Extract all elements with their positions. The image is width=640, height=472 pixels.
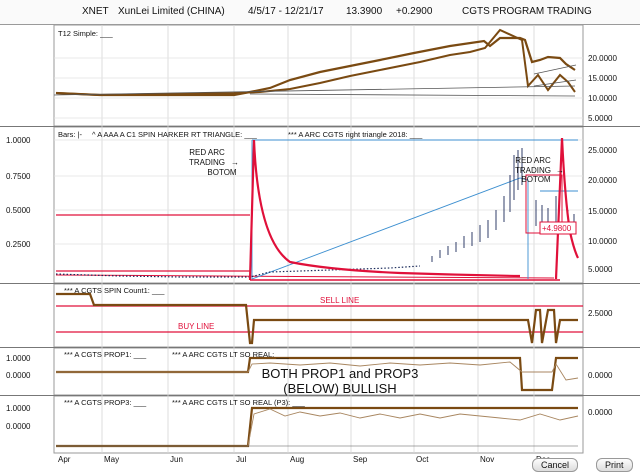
p2-left-tick: 1.0000: [6, 136, 31, 145]
symbol: XNET: [82, 6, 109, 17]
p5-label-a: *** A CGTS PROP3: ___: [64, 398, 147, 407]
p4-label-b: *** A ARC CGTS LT SO REAL: ___: [172, 350, 290, 359]
p1-right-tick: 10.0000: [588, 94, 617, 103]
p1-label: T12 Simple: ___: [58, 29, 113, 38]
p1-right-tick: 20.0000: [588, 54, 617, 63]
chart-header: XNET XunLei Limited (CHINA) 4/5/17 - 12/…: [0, 0, 640, 25]
p4-left-tick: 0.0000: [6, 371, 31, 380]
p2-right-tick: 10.0000: [588, 237, 617, 246]
red-arc-2-line-3: BOTOM: [521, 175, 551, 184]
p2-right-tick: 15.0000: [588, 207, 617, 216]
p2-label-b: *** A ARC CGTS right triangle 2018: ___: [288, 130, 423, 139]
p1-spike-line: [55, 28, 576, 97]
month-label: Nov: [480, 455, 494, 464]
price-change: +0.2900: [396, 6, 433, 17]
month-label: Apr: [58, 455, 71, 464]
p4-left-tick: 1.0000: [6, 354, 31, 363]
p4-label-a: *** A CGTS PROP1: ___: [64, 350, 147, 359]
prop-note-line-2: (BELOW) BULLISH: [283, 381, 396, 396]
red-arc-2-line-1: RED ARC: [515, 156, 551, 165]
p3-label: *** A CGTS SPIN Count1: ___: [64, 286, 165, 295]
pane-frame-1: [53, 24, 584, 127]
p2-red-level: [55, 274, 555, 279]
p5-left-tick: 0.0000: [6, 422, 31, 431]
p4-right-tick: 0.0000: [588, 371, 613, 380]
p5-label-b: *** A ARC CGTS LT SO REAL (P3): ___: [172, 398, 306, 407]
red-arc-1: [248, 139, 521, 281]
p5-so-real-line: [56, 408, 579, 447]
month-label: Jun: [170, 455, 183, 464]
month-label: Jul: [236, 455, 246, 464]
p2-bars-label: Bars: |-: [58, 130, 83, 139]
month-label: May: [104, 455, 119, 464]
p2-right-tick: 5.0000: [588, 265, 613, 274]
p1-right-tick: 5.0000: [588, 114, 613, 123]
p1-price-line: [55, 36, 576, 97]
p1-channel-lines: [53, 64, 577, 97]
red-arc-1-arrow: →: [231, 158, 239, 167]
cancel-button[interactable]: Cancel: [532, 458, 579, 472]
sell-line-label: SELL LINE: [320, 296, 359, 305]
last-price: 13.3900: [346, 6, 383, 17]
p5-left-tick: 1.0000: [6, 404, 31, 413]
date-range: 4/5/17 - 12/21/17: [248, 6, 324, 17]
month-label: Oct: [416, 455, 429, 464]
month-gridlines: [101, 25, 535, 453]
change-box: [539, 221, 577, 235]
p2-right-tick: 20.0000: [588, 176, 617, 185]
value-gridlines: [54, 57, 583, 245]
month-label: Aug: [290, 455, 304, 464]
red-arc-2: [554, 137, 579, 280]
p4-prop1-line: [56, 356, 578, 392]
red-arc-2-arrow: →: [556, 166, 564, 175]
p5-prop3-line: [56, 406, 578, 448]
p2-blue-triangle: [251, 177, 529, 280]
buy-line-label: BUY LINE: [178, 322, 214, 331]
print-button[interactable]: Print: [596, 458, 633, 472]
p4-so-real-line: [56, 361, 579, 381]
red-arc-1-line-2: TRADING: [189, 158, 225, 167]
red-arc-2-line-2: TRADING: [515, 166, 551, 175]
p2-left-tick: 0.7500: [6, 172, 31, 181]
change-box-label: +4.9800: [542, 224, 572, 233]
chart-title: CGTS PROGRAM TRADING: [462, 6, 592, 17]
p2-label-a: ^ A AAA A C1 SPIN HARKER RT TRIANGLE: __…: [92, 130, 258, 139]
p2-dotted-series: [55, 265, 421, 278]
month-label: Sep: [353, 455, 368, 464]
p3-right-tick: 2.5000: [588, 309, 613, 318]
p3-spin-line: [56, 292, 578, 345]
p1-right-tick: 15.0000: [588, 74, 617, 83]
red-arc-1-line-3: BOTOM: [207, 168, 237, 177]
p2-left-tick: 0.5000: [6, 206, 31, 215]
prop-note-line-1: BOTH PROP1 and PROP3: [262, 366, 419, 381]
company-name: XunLei Limited (CHINA): [118, 6, 225, 17]
p2-left-tick: 0.2500: [6, 240, 31, 249]
p2-right-tick: 25.0000: [588, 146, 617, 155]
p5-right-tick: 0.0000: [588, 408, 613, 417]
p2-price-bars: [431, 148, 575, 262]
red-arc-1-line-1: RED ARC: [189, 148, 225, 157]
